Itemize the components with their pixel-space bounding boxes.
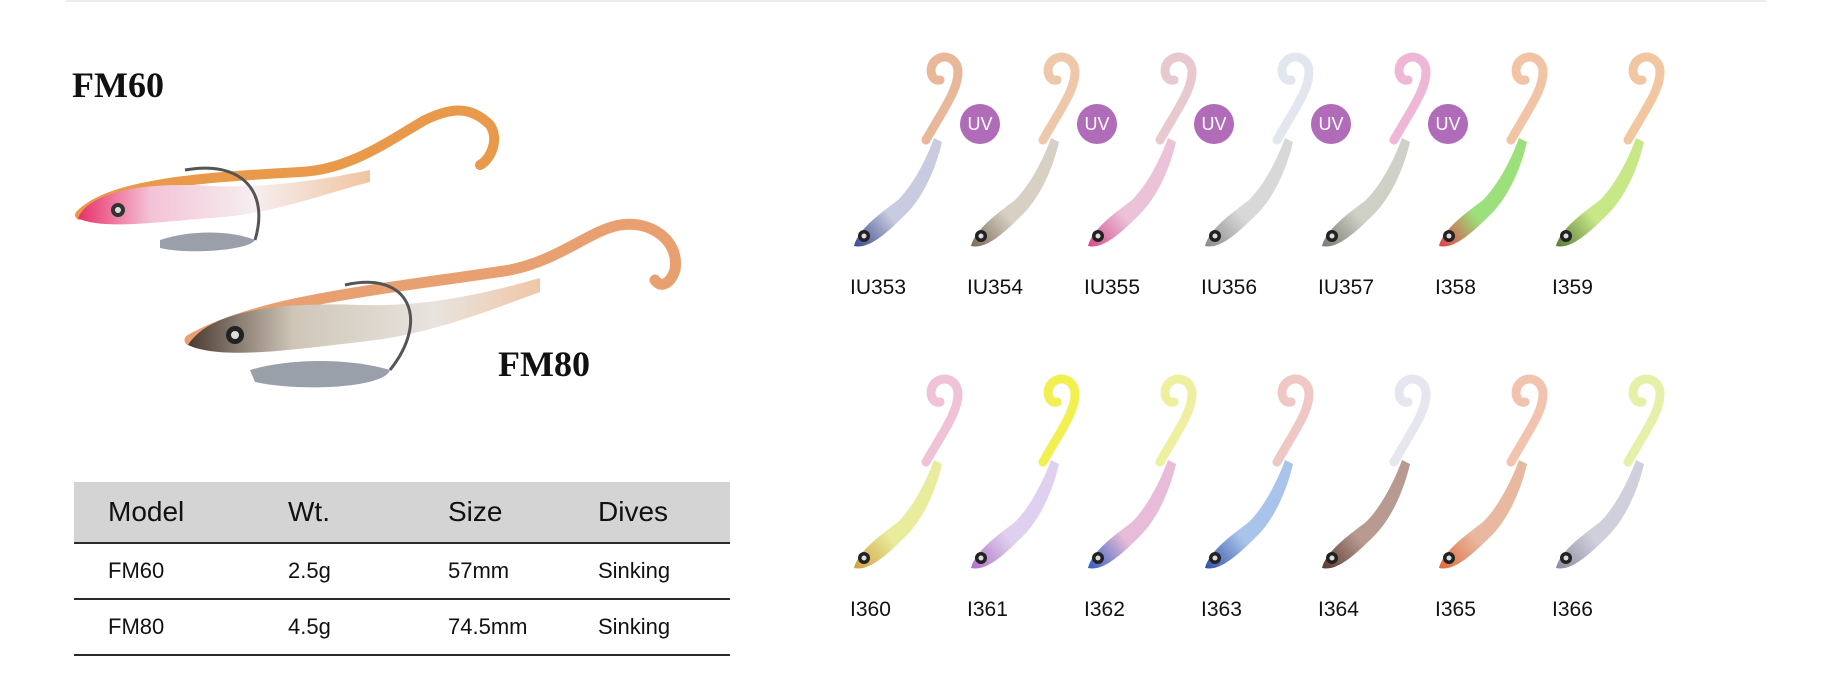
spec-table: Model Wt. Size Dives FM60 2.5g 57mm Sink… bbox=[74, 482, 730, 656]
lure-image bbox=[1088, 52, 1197, 247]
header-weight: Wt. bbox=[288, 482, 448, 543]
lure-i363: I363 bbox=[1199, 372, 1319, 621]
lure-iu357: UV IU357 bbox=[1316, 50, 1468, 299]
lure-image bbox=[854, 374, 963, 569]
lure-i364: I364 bbox=[1316, 372, 1436, 621]
cell-model: FM80 bbox=[74, 599, 288, 656]
lure-code-label: IU356 bbox=[1201, 276, 1258, 299]
lure-code-label: I364 bbox=[1318, 598, 1359, 621]
header-model: Model bbox=[74, 482, 288, 543]
lure-iu356: UV IU356 bbox=[1199, 50, 1351, 299]
lure-i360: I360 bbox=[848, 372, 968, 621]
header-size: Size bbox=[448, 482, 598, 543]
lure-i362: I362 bbox=[1082, 372, 1202, 621]
lure-code-label: IU354 bbox=[967, 276, 1024, 299]
lure-image bbox=[1439, 52, 1548, 247]
lure-i366: I366 bbox=[1550, 372, 1670, 621]
fm60-title: FM60 bbox=[72, 65, 164, 105]
lure-code-label: IU357 bbox=[1318, 276, 1375, 299]
lure-code-label: I358 bbox=[1435, 276, 1476, 299]
uv-badge: UV bbox=[1077, 104, 1117, 144]
cell-weight: 2.5g bbox=[288, 543, 448, 600]
lure-image bbox=[1322, 52, 1431, 247]
top-divider bbox=[66, 0, 1766, 2]
lure-code-label: I366 bbox=[1552, 598, 1593, 621]
cell-size: 74.5mm bbox=[448, 599, 598, 656]
uv-badge: UV bbox=[960, 104, 1000, 144]
lure-image bbox=[1088, 374, 1197, 569]
lure-image bbox=[1205, 374, 1314, 569]
cell-weight: 4.5g bbox=[288, 599, 448, 656]
lure-i365: I365 bbox=[1433, 372, 1553, 621]
lure-image bbox=[1439, 374, 1548, 569]
lure-code-label: I362 bbox=[1084, 598, 1125, 621]
lure-code-label: I359 bbox=[1552, 276, 1593, 299]
lure-code-label: IU353 bbox=[850, 276, 907, 299]
lure-image bbox=[1556, 374, 1665, 569]
lure-image bbox=[1322, 374, 1431, 569]
uv-badge: UV bbox=[1311, 104, 1351, 144]
header-dives: Dives bbox=[598, 482, 730, 543]
lure-image bbox=[854, 52, 963, 247]
lure-iu355: UV IU355 bbox=[1082, 50, 1234, 299]
spec-table-header-row: Model Wt. Size Dives bbox=[74, 482, 730, 543]
uv-badge: UV bbox=[1428, 104, 1468, 144]
lure-i358: I358 bbox=[1433, 50, 1553, 299]
lure-image bbox=[1205, 52, 1314, 247]
fm80-title: FM80 bbox=[498, 344, 590, 384]
lure-iu353: UV IU353 bbox=[848, 50, 1000, 299]
cell-size: 57mm bbox=[448, 543, 598, 600]
lure-code-label: I363 bbox=[1201, 598, 1242, 621]
lure-i359: I359 bbox=[1550, 50, 1670, 299]
cell-dives: Sinking bbox=[598, 543, 730, 600]
lure-i361: I361 bbox=[965, 372, 1085, 621]
fm80-lure-image bbox=[184, 218, 681, 388]
table-row: FM80 4.5g 74.5mm Sinking bbox=[74, 599, 730, 656]
lure-image bbox=[1556, 52, 1665, 247]
cell-dives: Sinking bbox=[598, 599, 730, 656]
lure-code-label: I365 bbox=[1435, 598, 1476, 621]
cell-model: FM60 bbox=[74, 543, 288, 600]
lure-iu354: UV IU354 bbox=[965, 50, 1117, 299]
table-row: FM60 2.5g 57mm Sinking bbox=[74, 543, 730, 600]
uv-badge: UV bbox=[1194, 104, 1234, 144]
lure-code-label: I361 bbox=[967, 598, 1008, 621]
lure-image bbox=[971, 374, 1080, 569]
fm60-lure-image bbox=[75, 105, 500, 252]
lure-image bbox=[971, 52, 1080, 247]
lure-code-label: I360 bbox=[850, 598, 891, 621]
lure-code-label: IU355 bbox=[1084, 276, 1141, 299]
